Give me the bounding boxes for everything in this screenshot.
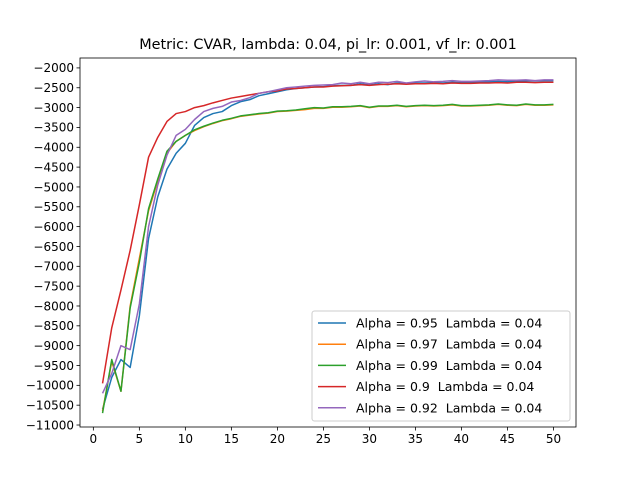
y-tick-label-12: −5000 bbox=[33, 180, 74, 194]
legend-label-1: Alpha = 0.97 Lambda = 0.04 bbox=[356, 337, 542, 352]
x-tick-label-4: 20 bbox=[270, 432, 285, 446]
series-line-4 bbox=[101, 79, 554, 394]
y-tick-label-11: −5500 bbox=[33, 200, 74, 214]
legend-label-0: Alpha = 0.95 Lambda = 0.04 bbox=[356, 316, 542, 331]
x-tick-label-2: 10 bbox=[178, 432, 193, 446]
series-line-2 bbox=[101, 103, 554, 414]
y-tick-label-10: −6000 bbox=[33, 220, 74, 234]
y-tick-label-1: −10500 bbox=[26, 398, 74, 412]
y-tick-label-0: −11000 bbox=[26, 418, 74, 432]
x-tick-label-7: 35 bbox=[408, 432, 423, 446]
x-tick-label-9: 45 bbox=[500, 432, 515, 446]
legend-box bbox=[311, 310, 571, 422]
y-tick-label-13: −4500 bbox=[33, 160, 74, 174]
x-tick-label-5: 25 bbox=[316, 432, 331, 446]
y-tick-label-17: −2500 bbox=[33, 81, 74, 95]
y-tick-label-2: −10000 bbox=[26, 379, 74, 393]
y-tick-label-5: −8500 bbox=[33, 319, 74, 333]
x-tick-label-1: 5 bbox=[136, 432, 144, 446]
x-tick-label-6: 30 bbox=[362, 432, 377, 446]
series-layer bbox=[101, 79, 554, 414]
y-tick-label-14: −4000 bbox=[33, 141, 74, 155]
y-tick-label-3: −9500 bbox=[33, 359, 74, 373]
y-tick-label-15: −3500 bbox=[33, 121, 74, 135]
x-tick-label-10: 50 bbox=[546, 432, 561, 446]
chart-title: Metric: CVAR, lambda: 0.04, pi_lr: 0.001… bbox=[139, 37, 516, 53]
legend-label-3: Alpha = 0.9 Lambda = 0.04 bbox=[356, 379, 534, 394]
legend-label-4: Alpha = 0.92 Lambda = 0.04 bbox=[356, 400, 542, 415]
x-tick-label-8: 40 bbox=[454, 432, 469, 446]
y-tick-label-8: −7000 bbox=[33, 260, 74, 274]
y-tick-label-16: −3000 bbox=[33, 101, 74, 115]
x-tick-label-3: 15 bbox=[224, 432, 239, 446]
axes-layer: 0 5 10 15 20 25 30 35 40 45 50 −11000 −10500 −10000 −9… bbox=[26, 57, 577, 446]
y-tick-label-6: −8000 bbox=[33, 299, 74, 313]
series-line-3 bbox=[101, 81, 554, 384]
y-tick-label-7: −7500 bbox=[33, 279, 74, 293]
x-tick-label-0: 0 bbox=[90, 432, 98, 446]
y-tick-label-18: −2000 bbox=[33, 61, 74, 75]
legend-label-2: Alpha = 0.99 Lambda = 0.04 bbox=[356, 358, 542, 373]
legend: Alpha = 0.95 Lambda = 0.04 Alpha = 0.97 L… bbox=[311, 310, 571, 422]
plot-frame bbox=[79, 57, 577, 428]
y-tick-label-4: −9000 bbox=[33, 339, 74, 353]
y-tick-label-9: −6500 bbox=[33, 240, 74, 254]
